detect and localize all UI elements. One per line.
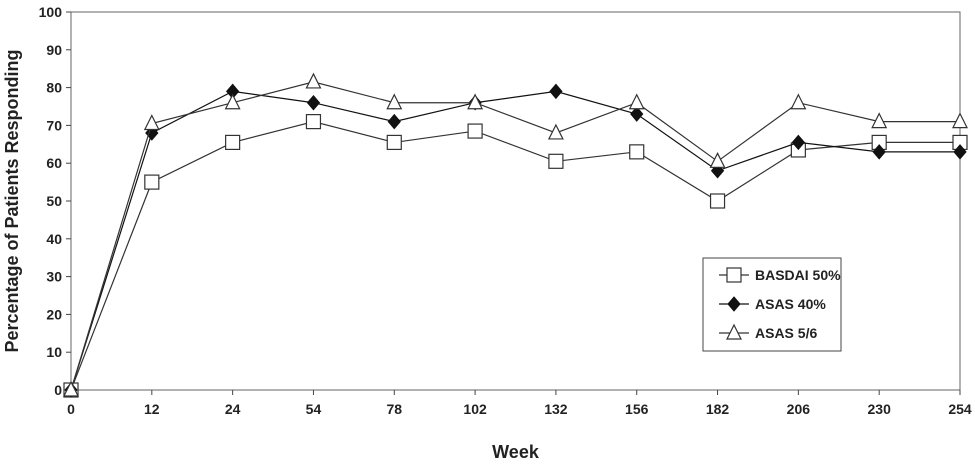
x-axis-title: Week	[492, 442, 540, 462]
series-line	[70, 81, 960, 391]
x-tick-label: 78	[386, 401, 402, 417]
y-tick-label: 50	[46, 193, 62, 209]
y-tick-label: 80	[46, 80, 62, 96]
y-tick-label: 60	[46, 155, 62, 171]
legend-label: ASAS 5/6	[755, 325, 817, 341]
y-axis-title: Percentage of Patients Responding	[2, 49, 22, 352]
series-1	[63, 114, 968, 398]
x-tick-label: 182	[706, 401, 730, 417]
tick-labels: 0 10 20 30 40 50 60 70 80 90 100 0 12 24 54 78 102 132 156…	[39, 4, 972, 417]
triangle-marker	[305, 72, 322, 89]
y-tick-label: 40	[46, 231, 62, 247]
legend-label: ASAS 40%	[755, 296, 826, 312]
y-tick-label: 30	[46, 269, 62, 285]
x-tick-label: 0	[67, 401, 75, 417]
triangle-marker	[63, 380, 79, 397]
y-tick-label: 20	[46, 306, 62, 322]
triangle-marker	[790, 93, 807, 110]
series-line	[70, 121, 960, 391]
triangle-marker	[547, 123, 564, 140]
y-tick-label: 70	[46, 117, 62, 133]
x-tick-label: 206	[787, 401, 811, 417]
square-marker	[629, 144, 645, 160]
series-lines	[63, 72, 968, 398]
y-tick-label: 10	[46, 344, 62, 360]
triangle-marker	[143, 114, 160, 131]
triangle-marker	[709, 151, 726, 168]
legend-label: BASDAI 50%	[755, 267, 841, 283]
x-tick-label: 156	[625, 401, 649, 417]
square-marker	[144, 174, 160, 190]
y-tick-label: 90	[46, 42, 62, 58]
triangle-marker	[952, 112, 968, 129]
square-marker	[726, 267, 742, 283]
diamond-marker	[630, 106, 644, 122]
y-tick-label: 0	[54, 382, 62, 398]
legend-item: ASAS 40%	[719, 296, 826, 312]
square-marker	[225, 134, 241, 151]
square-marker	[709, 193, 726, 209]
triangle-marker	[224, 93, 241, 110]
triangle-marker	[386, 93, 403, 110]
x-tick-label: 102	[463, 401, 487, 417]
diamond-marker	[953, 144, 967, 160]
square-marker	[305, 114, 322, 130]
series-3	[63, 72, 968, 397]
square-marker	[386, 134, 402, 151]
diamond-marker	[549, 83, 563, 100]
series-line	[70, 90, 960, 391]
square-marker	[467, 123, 483, 139]
square-marker	[548, 153, 564, 169]
diamond-marker	[872, 144, 886, 160]
x-tick-label: 12	[144, 401, 160, 417]
x-tick-label: 254	[948, 401, 972, 417]
x-tick-label: 230	[868, 401, 892, 417]
y-tick-label: 100	[39, 4, 63, 20]
triangle-marker	[467, 93, 484, 110]
diamond-marker	[387, 113, 401, 130]
triangle-marker	[726, 323, 742, 340]
diamond-marker	[791, 134, 806, 151]
legend-item: BASDAI 50%	[719, 267, 841, 283]
diamond-marker	[306, 94, 321, 111]
triangle-marker	[871, 112, 888, 129]
legend-item: ASAS 5/6	[719, 323, 817, 341]
legend: BASDAI 50% ASAS 40% ASAS 5/6	[702, 257, 842, 352]
diamond-marker	[727, 296, 741, 312]
x-tick-label: 132	[544, 401, 568, 417]
x-tick-label: 54	[306, 401, 322, 417]
triangle-marker	[628, 93, 645, 110]
x-tick-label: 24	[225, 401, 241, 417]
